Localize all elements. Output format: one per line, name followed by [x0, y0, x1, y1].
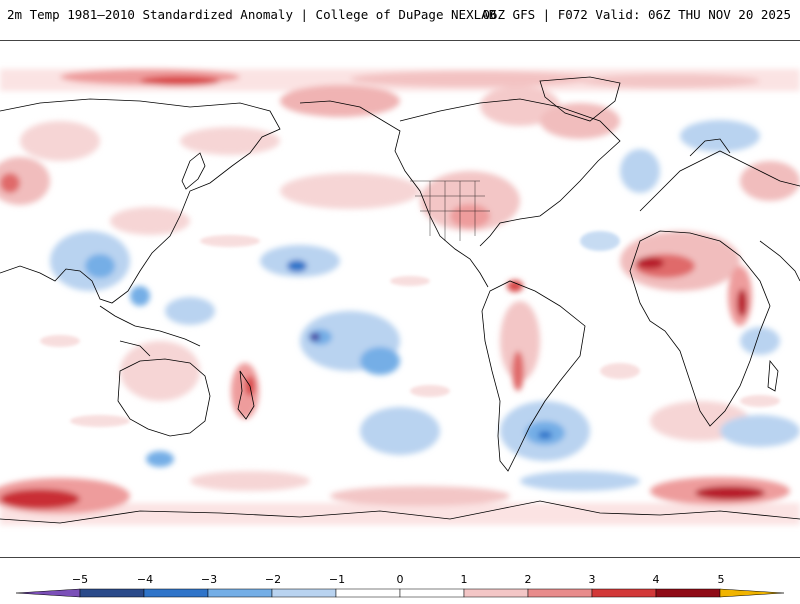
colorbar-segment	[399, 588, 465, 598]
colorbar-segment	[207, 588, 273, 598]
colorbar-tick: 0	[396, 573, 404, 586]
colorbar-tick: −4	[136, 573, 154, 586]
colorbar-tick: −5	[71, 573, 89, 586]
colorbar-tick: −3	[200, 573, 218, 586]
colorbar-tick: 3	[588, 573, 596, 586]
colorbar-segment	[527, 588, 593, 598]
model-run-label: 06Z GFS | F072 Valid: 06Z THU NOV 20 202…	[482, 7, 791, 22]
colorbar-segment	[463, 588, 529, 598]
colorbar-segment	[335, 588, 401, 598]
colorbar-segment	[79, 588, 145, 598]
map-canvas	[0, 41, 800, 557]
colorbar	[0, 572, 800, 600]
map-title: 2m Temp 1981–2010 Standardized Anomaly |…	[7, 7, 497, 22]
colorbar-segment	[15, 588, 81, 598]
colorbar-segment	[271, 588, 337, 598]
colorbar-segment	[591, 588, 657, 598]
colorbar-segment	[655, 588, 721, 598]
colorbar-tick: −1	[328, 573, 346, 586]
colorbar-tick: 1	[460, 573, 468, 586]
colorbar-tick: −2	[264, 573, 282, 586]
colorbar-segment	[143, 588, 209, 598]
colorbar-scale	[15, 588, 785, 598]
colorbar-tick: 5	[717, 573, 725, 586]
colorbar-segment	[719, 588, 785, 598]
anomaly-shading	[0, 69, 800, 525]
header: 2m Temp 1981–2010 Standardized Anomaly |…	[0, 0, 800, 28]
anomaly-map	[0, 40, 800, 558]
colorbar-tick: 4	[652, 573, 660, 586]
colorbar-tick: 2	[524, 573, 532, 586]
